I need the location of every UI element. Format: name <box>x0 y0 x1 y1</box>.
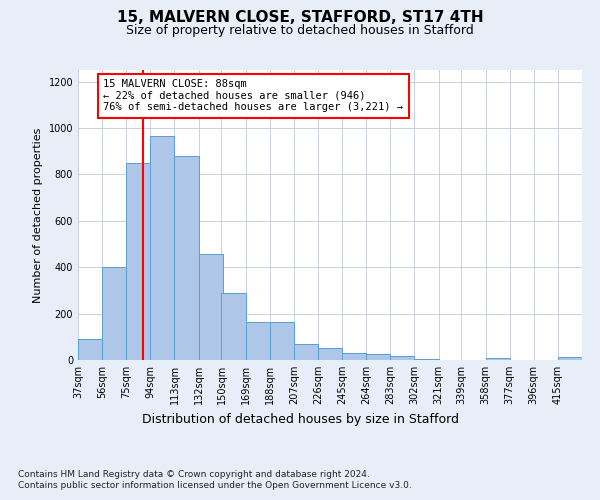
Bar <box>151 136 175 360</box>
Text: Contains HM Land Registry data © Crown copyright and database right 2024.: Contains HM Land Registry data © Crown c… <box>18 470 370 479</box>
Bar <box>175 156 199 360</box>
Bar <box>485 358 509 360</box>
Bar <box>342 353 366 360</box>
Bar <box>391 356 415 360</box>
Bar <box>199 254 223 360</box>
Bar <box>415 359 439 360</box>
Bar <box>294 344 318 360</box>
Text: Contains public sector information licensed under the Open Government Licence v3: Contains public sector information licen… <box>18 481 412 490</box>
Y-axis label: Number of detached properties: Number of detached properties <box>33 128 43 302</box>
Bar <box>102 267 126 360</box>
Text: Size of property relative to detached houses in Stafford: Size of property relative to detached ho… <box>126 24 474 37</box>
Bar <box>558 357 582 360</box>
Bar <box>78 339 102 360</box>
Bar <box>318 348 342 360</box>
Text: 15, MALVERN CLOSE, STAFFORD, ST17 4TH: 15, MALVERN CLOSE, STAFFORD, ST17 4TH <box>116 10 484 25</box>
Bar <box>221 292 245 360</box>
Bar <box>269 322 294 360</box>
Text: 15 MALVERN CLOSE: 88sqm
← 22% of detached houses are smaller (946)
76% of semi-d: 15 MALVERN CLOSE: 88sqm ← 22% of detache… <box>103 80 403 112</box>
Text: Distribution of detached houses by size in Stafford: Distribution of detached houses by size … <box>142 412 458 426</box>
Bar <box>245 322 269 360</box>
Bar <box>126 163 151 360</box>
Bar <box>366 354 391 360</box>
